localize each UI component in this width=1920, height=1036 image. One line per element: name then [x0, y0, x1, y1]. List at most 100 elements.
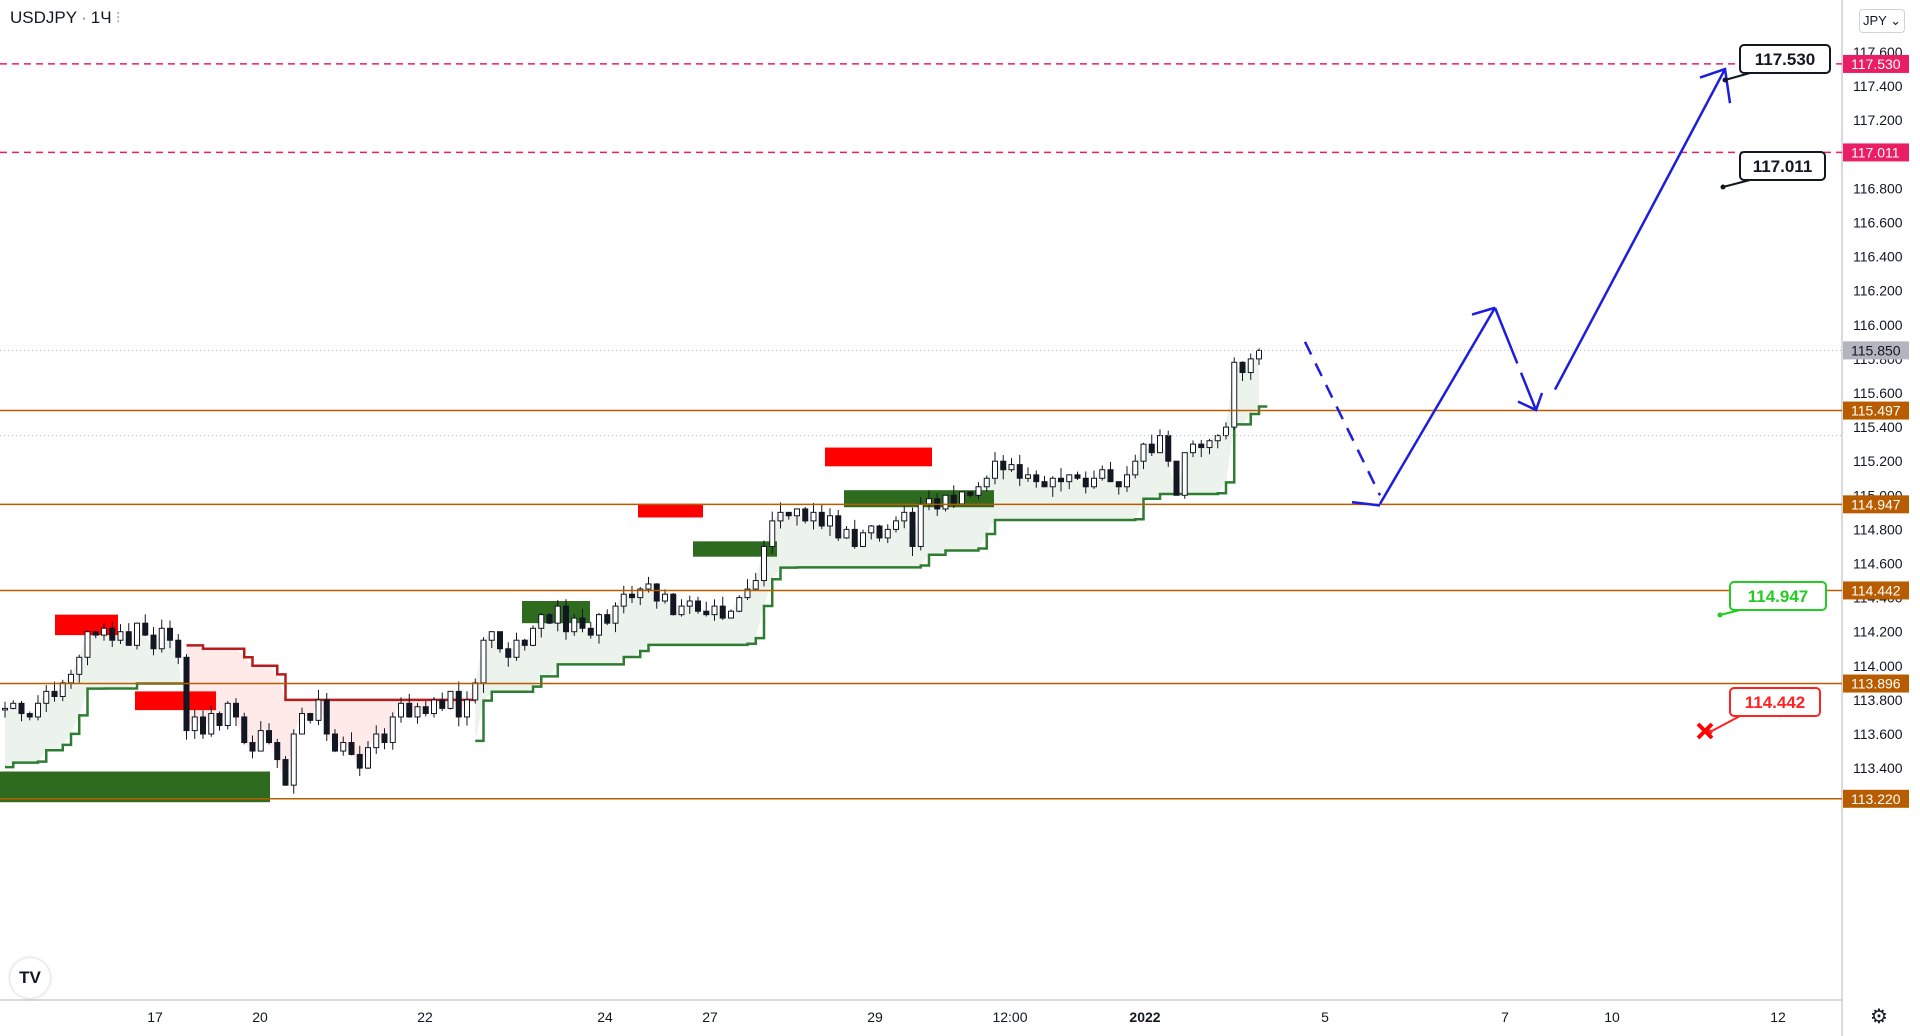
price-badge[interactable]	[1843, 789, 1909, 808]
price-badge-label: 114.947	[1851, 496, 1901, 512]
candle-body	[167, 627, 173, 641]
candle-body	[1148, 443, 1155, 454]
candle	[488, 631, 495, 649]
candle	[942, 494, 949, 512]
candle	[249, 735, 256, 759]
price-badge[interactable]	[1843, 581, 1909, 600]
candle-body	[711, 605, 718, 616]
candle	[1008, 458, 1015, 472]
callout-anchor	[1720, 184, 1726, 190]
candle-body	[497, 631, 503, 650]
candle-body	[942, 494, 949, 510]
supertrend-up-line-1	[475, 405, 1268, 743]
candle	[464, 691, 470, 726]
time-tick-label: 12:00	[992, 1009, 1027, 1025]
candle	[752, 572, 759, 591]
candle	[323, 692, 330, 741]
price-axis[interactable]: 117.600117.400117.200116.800116.600116.4…	[1843, 44, 1909, 808]
candle	[728, 609, 734, 619]
candle-body	[68, 673, 74, 684]
candle-body	[818, 511, 825, 527]
price-badge-label: 117.011	[1851, 144, 1900, 160]
callout-anchor	[1722, 77, 1728, 83]
candle	[876, 524, 883, 542]
candle	[191, 709, 198, 739]
price-badge[interactable]	[1843, 495, 1909, 514]
candle-body	[439, 699, 446, 709]
plot-area[interactable]	[0, 348, 1268, 803]
candle-body	[563, 605, 569, 633]
callout-entry[interactable]: 114.947	[1717, 581, 1827, 618]
time-tick-label: 27	[702, 1009, 718, 1025]
price-tick-label: 113.800	[1853, 692, 1903, 708]
candle-body	[521, 639, 528, 646]
price-badge[interactable]	[1843, 401, 1909, 420]
candle	[959, 491, 965, 505]
candle-body	[464, 699, 470, 718]
candle	[340, 736, 347, 756]
candle	[686, 595, 693, 614]
candle-body	[505, 648, 512, 658]
candle	[134, 622, 140, 650]
candle-body	[150, 634, 157, 650]
time-tick-label: 22	[417, 1009, 433, 1025]
price-tick-label: 113.600	[1853, 726, 1903, 742]
candle	[1041, 475, 1048, 488]
candle-body	[1049, 477, 1056, 488]
candle-body	[1140, 443, 1147, 462]
time-axis[interactable]: 17 20 22 24 27 29 12:00 2022 5 7 10 12	[147, 1009, 1786, 1025]
candle	[530, 625, 536, 647]
candle	[1190, 440, 1196, 458]
projection-arrowhead-3	[1517, 392, 1544, 412]
time-tick-label: 7	[1501, 1009, 1509, 1025]
candle-body	[480, 639, 487, 684]
candle-body	[587, 627, 594, 636]
candle-body	[983, 477, 990, 488]
candle-body	[653, 583, 660, 602]
candle	[18, 700, 25, 722]
candle-body	[1041, 481, 1048, 488]
settings-gear-icon[interactable]: ⚙	[1870, 1006, 1888, 1028]
candle	[917, 497, 924, 551]
candle-body	[975, 486, 982, 496]
candle-body	[530, 627, 536, 646]
projection-arrowhead-1	[1351, 500, 1381, 507]
price-badge[interactable]	[1843, 54, 1909, 73]
candle-body	[488, 631, 495, 641]
candle-body	[893, 520, 899, 530]
price-badge[interactable]	[1843, 674, 1909, 693]
candle	[818, 504, 825, 530]
candle-body	[967, 491, 974, 496]
callout-target[interactable]: 117.530	[1722, 44, 1831, 83]
candle	[1025, 467, 1031, 482]
callout-stop[interactable]: 114.442	[1707, 687, 1821, 735]
candle-body	[637, 588, 644, 599]
candle	[439, 692, 446, 712]
tradingview-logo[interactable]: TV	[10, 958, 50, 998]
current-price-badge[interactable]	[1843, 341, 1909, 360]
symbol-label[interactable]: USDJPY	[10, 8, 78, 27]
candle	[10, 700, 17, 710]
price-tick-label: 114.000	[1853, 658, 1903, 674]
more-icon[interactable]: ⁝	[115, 8, 121, 27]
candle-body	[125, 631, 132, 646]
candle	[596, 612, 602, 644]
candle-body	[299, 713, 305, 735]
candle	[125, 623, 132, 646]
candle-body	[290, 733, 297, 786]
candle-body	[686, 600, 693, 607]
uptrend-fill-1	[475, 350, 1259, 741]
timeframe-label[interactable]: 1Ч	[90, 8, 112, 27]
candle	[2, 701, 8, 718]
candle-body	[1107, 469, 1114, 483]
callout-target[interactable]: 117.011	[1720, 151, 1826, 190]
time-tick-label: 10	[1604, 1009, 1620, 1025]
price-badge[interactable]	[1843, 143, 1909, 162]
candle	[1165, 430, 1172, 467]
callout-pointer	[1722, 179, 1751, 188]
candle-body	[596, 614, 602, 636]
currency-button[interactable]: JPY ⌄	[1859, 9, 1905, 33]
candle	[150, 627, 157, 656]
candle-body	[249, 742, 256, 752]
